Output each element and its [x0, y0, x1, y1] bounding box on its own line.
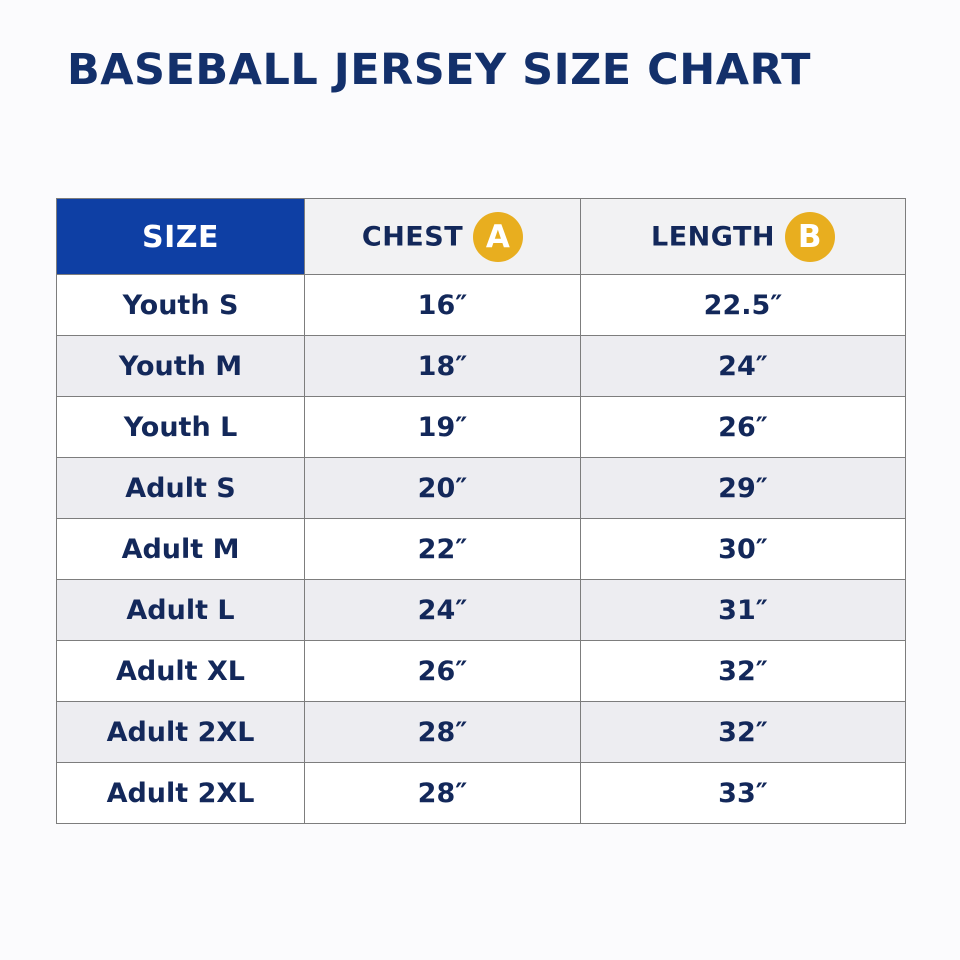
- size-cell: Adult L: [56, 579, 305, 641]
- length-badge-b: B: [784, 211, 835, 262]
- chest-column-header: CHEST A: [304, 198, 581, 275]
- length-cell: 29″: [580, 457, 906, 519]
- length-cell: 30″: [580, 518, 906, 580]
- length-header-label: LENGTH: [651, 221, 775, 252]
- length-cell: 32″: [580, 701, 906, 763]
- chest-cell: 28″: [304, 762, 581, 824]
- chest-cell: 24″: [304, 579, 581, 641]
- chest-cell: 28″: [304, 701, 581, 763]
- table-row: Youth S 16″ 22.5″: [56, 274, 906, 336]
- chest-cell: 20″: [304, 457, 581, 519]
- header-row: SIZE CHEST A LENGTH B: [56, 198, 906, 275]
- table-row: Youth M 18″ 24″: [56, 335, 906, 397]
- size-header-label: SIZE: [141, 219, 219, 255]
- length-cell: 32″: [580, 640, 906, 702]
- length-cell: 33″: [580, 762, 906, 824]
- size-cell: Adult M: [56, 518, 305, 580]
- length-cell: 31″: [580, 579, 906, 641]
- size-cell: Adult XL: [56, 640, 305, 702]
- length-cell: 22.5″: [580, 274, 906, 336]
- page-title: BASEBALL JERSEY SIZE CHART: [67, 45, 811, 95]
- table-row: Youth L 19″ 26″: [56, 396, 906, 458]
- chest-header-label: CHEST: [361, 221, 464, 252]
- chest-cell: 19″: [304, 396, 581, 458]
- size-cell: Youth S: [56, 274, 305, 336]
- chest-cell: 26″: [304, 640, 581, 702]
- chest-cell: 22″: [304, 518, 581, 580]
- size-cell: Youth M: [56, 335, 305, 397]
- length-column-header: LENGTH B: [580, 198, 906, 275]
- size-cell: Youth L: [56, 396, 305, 458]
- length-cell: 26″: [580, 396, 906, 458]
- table-row: Adult 2XL 28″ 33″: [56, 762, 906, 824]
- chest-cell: 16″: [304, 274, 581, 336]
- chest-cell: 18″: [304, 335, 581, 397]
- table-row: Adult 2XL 28″ 32″: [56, 701, 906, 763]
- table-row: Adult L 24″ 31″: [56, 579, 906, 641]
- chest-badge-a: A: [473, 211, 524, 262]
- size-cell: Adult S: [56, 457, 305, 519]
- size-column-header: SIZE: [56, 198, 305, 275]
- table-row: Adult M 22″ 30″: [56, 518, 906, 580]
- table-row: Adult XL 26″ 32″: [56, 640, 906, 702]
- length-cell: 24″: [580, 335, 906, 397]
- table-row: Adult S 20″ 29″: [56, 457, 906, 519]
- size-cell: Adult 2XL: [56, 762, 305, 824]
- size-chart-table: SIZE CHEST A LENGTH B Youth S 16″ 22.5″ Yo…: [56, 198, 906, 824]
- size-cell: Adult 2XL: [56, 701, 305, 763]
